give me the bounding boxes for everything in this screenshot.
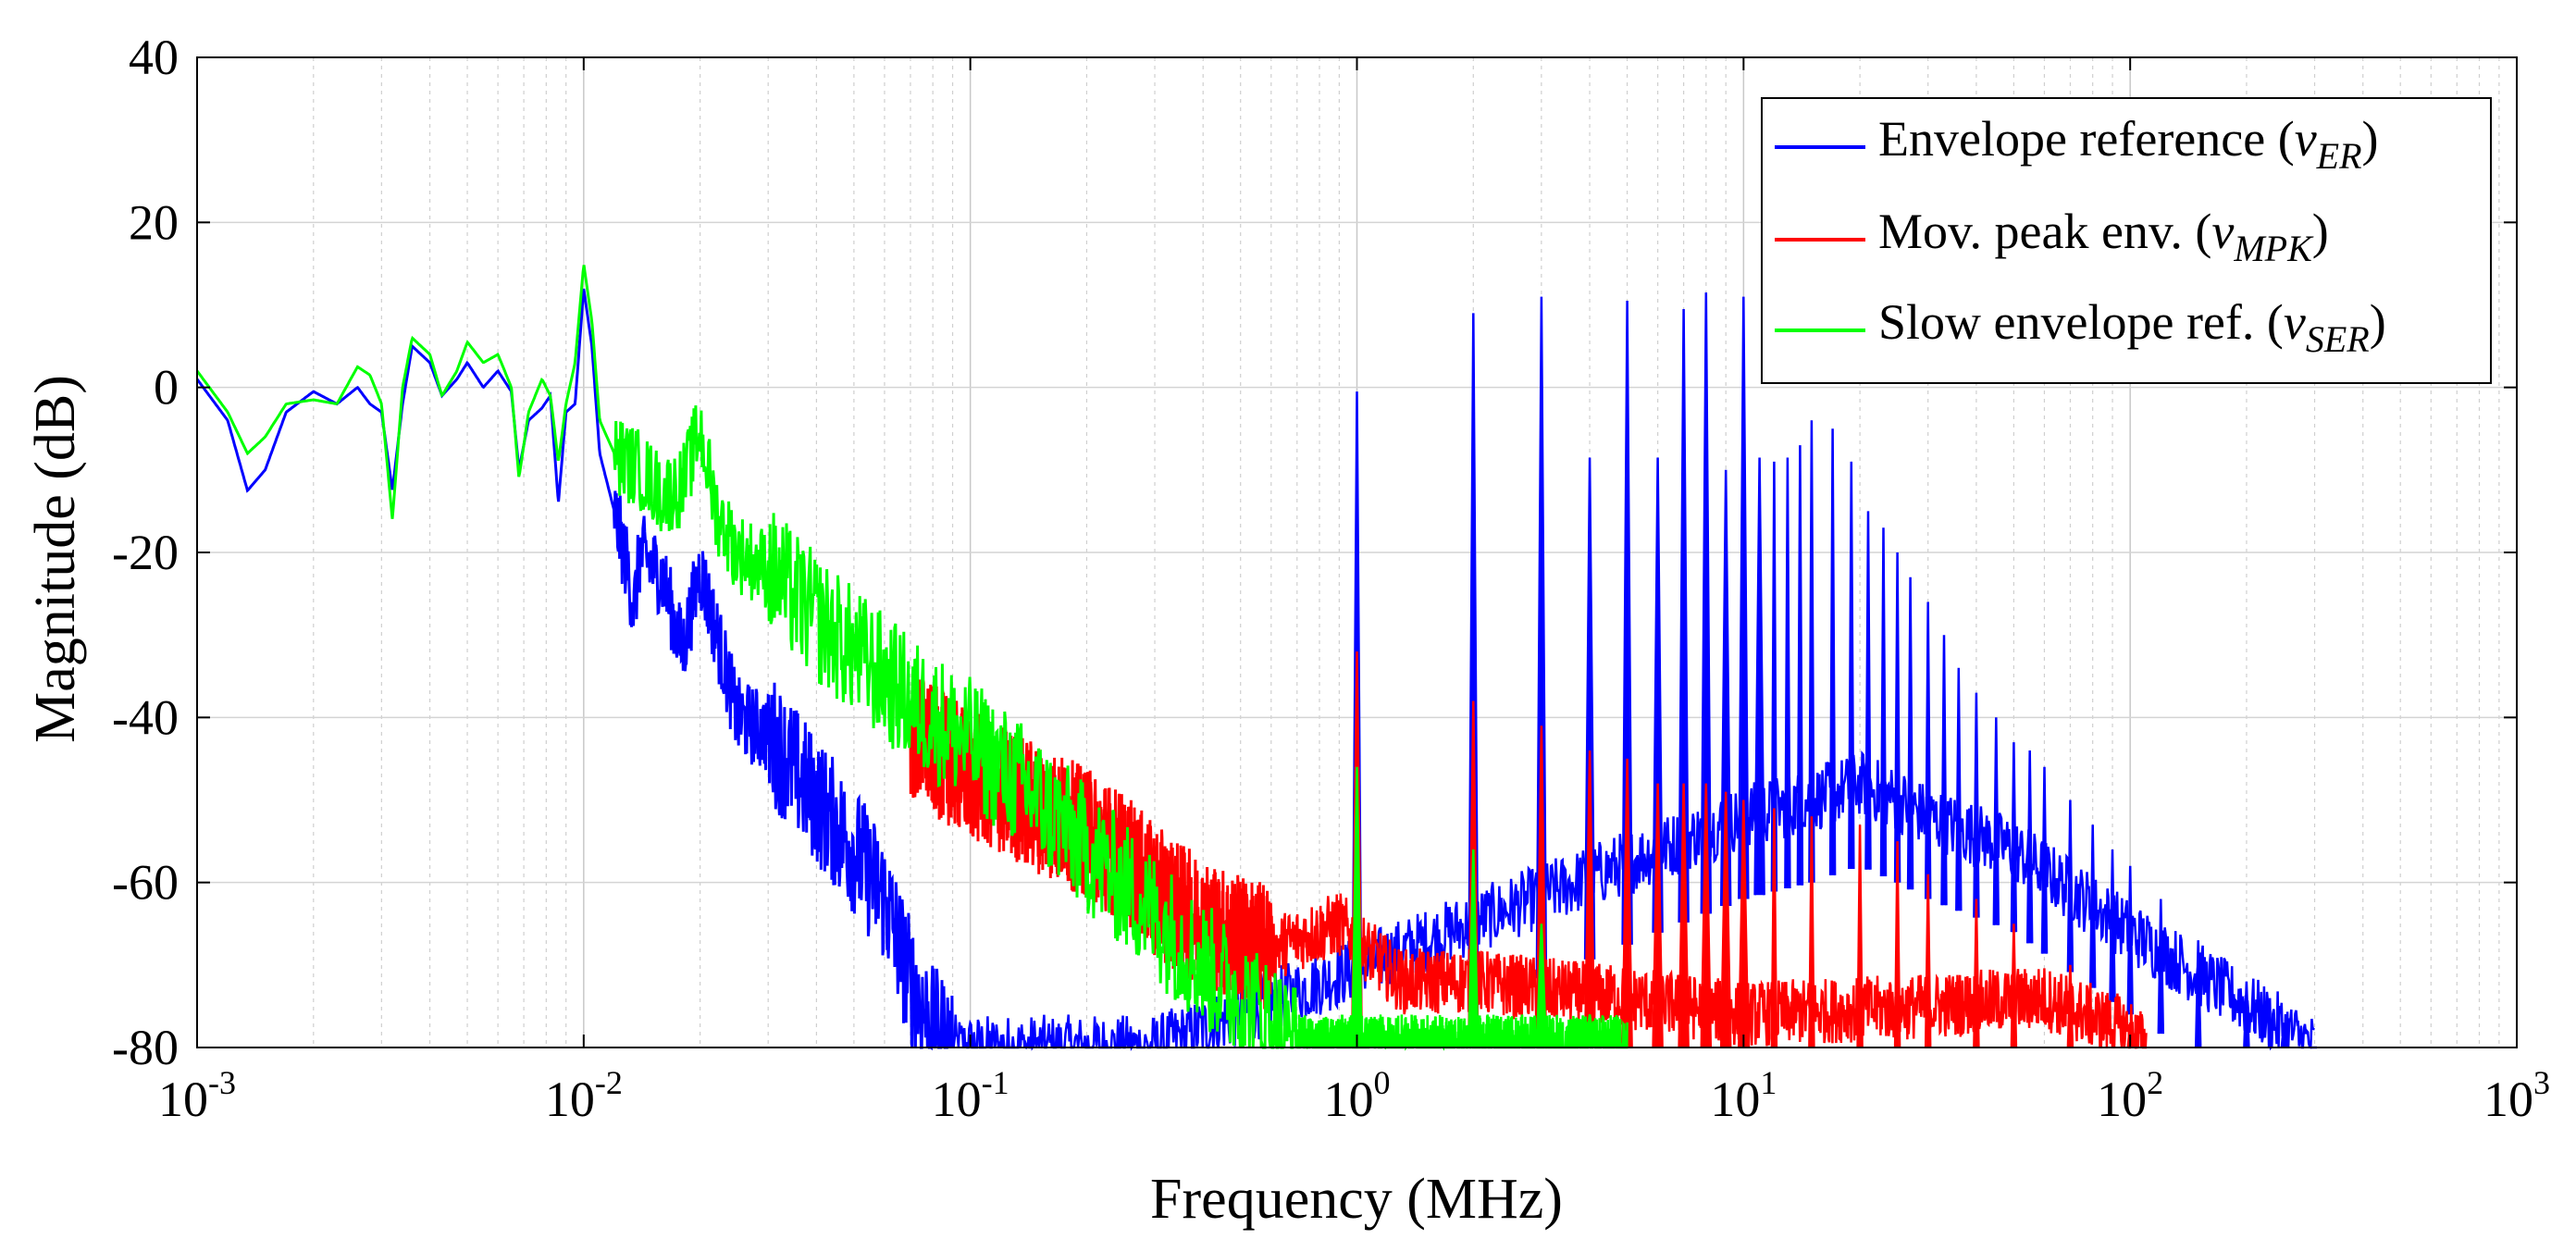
harmonic-peak [1973, 899, 1980, 1048]
y-axis-label: Magnitude (dB) [24, 375, 87, 743]
harmonic-peak [2040, 766, 2049, 954]
harmonic-peak [2088, 824, 2097, 988]
harmonic-peak [1583, 750, 1596, 1048]
x-tick-label: 10-3 [158, 1064, 236, 1127]
x-tick-label: 100 [1324, 1064, 1391, 1127]
harmonic-peak [2066, 964, 2074, 1048]
harmonic-peak [2010, 924, 2018, 1048]
harmonic-peak [1893, 841, 1901, 1048]
harmonic-peak [2066, 800, 2074, 973]
legend-entry-envelope-reference: Envelope reference (vER) [1878, 111, 2379, 177]
harmonic-peak [1828, 428, 1837, 875]
legend-subscript-mov-peak-env: MPK [2233, 228, 2314, 269]
harmonic-peak [1924, 601, 1932, 899]
harmonic-peak [1652, 457, 1664, 933]
harmonic-peak [1955, 667, 1963, 911]
harmonic-peak [1808, 420, 1815, 883]
y-tick-label: -80 [112, 1020, 179, 1075]
harmonic-peak [1973, 692, 1980, 918]
x-tick-label: 10-2 [545, 1064, 623, 1127]
harmonic-peak [2157, 899, 2165, 1035]
harmonic-peak [1992, 717, 2000, 925]
harmonic-peak [1700, 292, 1713, 914]
harmonic-peak [2243, 981, 2250, 1048]
harmonic-peak [1719, 469, 1732, 907]
legend-symbol-slow-envelope-ref: v [2284, 294, 2306, 350]
series-curve-slow-envelope-ref [195, 265, 1299, 1049]
legend-subscript-slow-envelope-ref: SER [2306, 318, 2370, 360]
harmonic-peak [1738, 800, 1750, 1048]
harmonic-peak [1940, 635, 1948, 906]
harmonic-peak [1700, 783, 1713, 1048]
legend-label-slow-envelope-ref: Slow envelope ref. [1878, 294, 2254, 350]
y-tick-label: -60 [112, 855, 179, 911]
harmonic-peak [1864, 511, 1872, 870]
harmonic-peak [1621, 758, 1633, 1048]
y-tick-label: 0 [154, 360, 179, 415]
harmonic-peak [1770, 461, 1778, 892]
harmonic-peak [2280, 1023, 2288, 1048]
series-floor-envelope-reference [951, 750, 2315, 1051]
harmonic-peak [1906, 576, 1914, 890]
harmonic-peak [1535, 924, 1548, 1048]
x-tick-label: 102 [2097, 1064, 2163, 1127]
harmonic-peak [1753, 457, 1765, 896]
harmonic-peak [2025, 750, 2034, 944]
legend-entry-mov-peak-env: Mov. peak env. (vMPK) [1878, 204, 2329, 269]
harmonic-peak [1468, 849, 1480, 1048]
y-tick-label: -40 [112, 689, 179, 745]
harmonic-peak [1784, 457, 1791, 889]
x-tick-label: 103 [2483, 1064, 2550, 1127]
series-slow-envelope-ref [195, 265, 1629, 1051]
legend-symbol-mov-peak-env: v [2211, 204, 2234, 259]
harmonic-peak [1893, 552, 1901, 883]
legend-label-mov-peak-env: Mov. peak env. [1878, 204, 2183, 259]
harmonic-peak [1848, 461, 1855, 870]
harmonic-peak [1856, 824, 1864, 1048]
harmonic-peak [1351, 766, 1363, 1048]
harmonic-peak [2126, 865, 2134, 1015]
harmonic-peak [1808, 816, 1815, 1048]
x-tick-label: 101 [1710, 1064, 1777, 1127]
x-tick-label: 10-1 [932, 1064, 1009, 1127]
series-curve-envelope-reference [195, 288, 954, 1051]
harmonic-peak [1719, 791, 1732, 1048]
y-tick-label: 20 [129, 194, 179, 250]
harmonic-peak [1924, 874, 1932, 1048]
harmonic-peak [2194, 940, 2202, 1048]
harmonic-peak [2010, 742, 2018, 933]
harmonic-peak [1796, 445, 1804, 886]
harmonic-peak [1583, 1014, 1596, 1048]
legend-box [1761, 97, 2492, 384]
harmonic-peak [1770, 808, 1778, 1048]
harmonic-peak [1879, 527, 1888, 877]
y-tick-label: -20 [112, 525, 179, 580]
legend-label-envelope-reference: Envelope reference [1878, 111, 2265, 167]
harmonic-peak [1652, 783, 1664, 1048]
harmonic-peak [1738, 296, 1750, 899]
legend-symbol-envelope-reference: v [2295, 111, 2317, 167]
harmonic-peak [1678, 308, 1690, 923]
harmonic-peak [1621, 300, 1633, 945]
legend: Envelope reference (vER) Mov. peak env. … [1761, 97, 2492, 384]
legend-subscript-envelope-reference: ER [2316, 135, 2362, 177]
harmonic-peak [2109, 849, 2116, 1002]
x-axis-label: Frequency (MHz) [1150, 1168, 1563, 1231]
legend-entry-slow-envelope-ref: Slow envelope ref. (vSER) [1878, 294, 2386, 360]
y-tick-label: 40 [129, 30, 179, 85]
series-layer [195, 265, 2317, 1051]
harmonic-peak [1678, 783, 1690, 1048]
